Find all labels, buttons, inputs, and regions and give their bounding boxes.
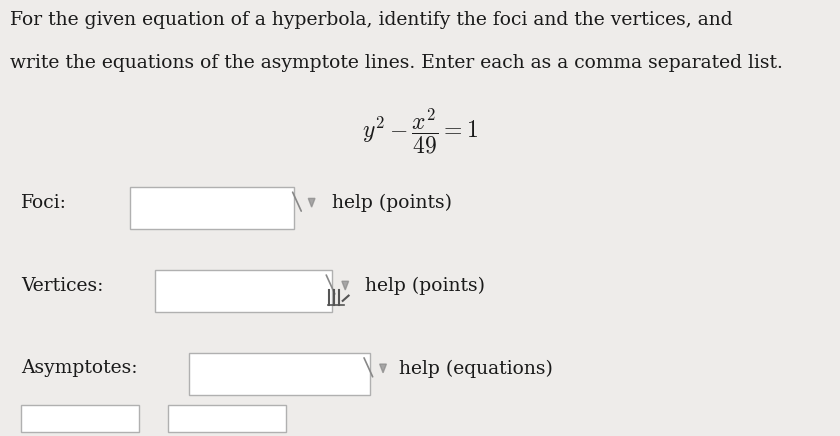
Polygon shape (308, 198, 315, 207)
FancyBboxPatch shape (189, 353, 370, 395)
FancyBboxPatch shape (168, 405, 286, 432)
Text: write the equations of the asymptote lines. Enter each as a comma separated list: write the equations of the asymptote lin… (10, 54, 783, 72)
Text: help (equations): help (equations) (399, 359, 553, 378)
FancyBboxPatch shape (21, 405, 139, 432)
Polygon shape (342, 281, 349, 290)
FancyBboxPatch shape (130, 187, 294, 229)
Text: Vertices:: Vertices: (21, 276, 103, 295)
Polygon shape (380, 364, 386, 373)
FancyBboxPatch shape (155, 270, 332, 312)
Text: Asymptotes:: Asymptotes: (21, 359, 138, 378)
Text: $y^2 - \dfrac{x^2}{49} = 1$: $y^2 - \dfrac{x^2}{49} = 1$ (362, 107, 478, 157)
Text: help (points): help (points) (332, 194, 452, 212)
Text: For the given equation of a hyperbola, identify the foci and the vertices, and: For the given equation of a hyperbola, i… (10, 11, 732, 29)
Text: help (points): help (points) (365, 276, 486, 295)
Text: Foci:: Foci: (21, 194, 67, 212)
